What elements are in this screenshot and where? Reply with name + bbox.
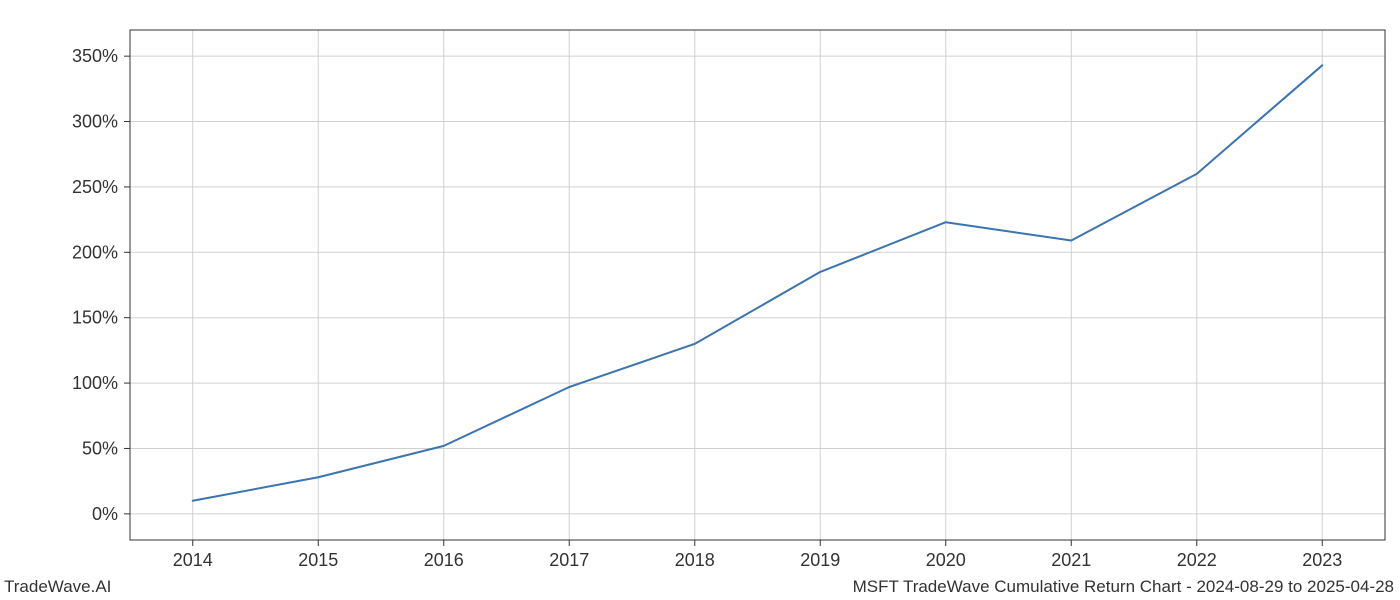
y-tick-label: 0% [92, 504, 118, 524]
y-tick-label: 50% [82, 438, 118, 458]
x-tick-label: 2015 [298, 550, 338, 570]
y-tick-label: 250% [72, 177, 118, 197]
x-tick-label: 2014 [173, 550, 213, 570]
x-tick-label: 2017 [549, 550, 589, 570]
x-tick-label: 2022 [1177, 550, 1217, 570]
footer-right-label: MSFT TradeWave Cumulative Return Chart -… [853, 577, 1394, 596]
x-tick-label: 2023 [1302, 550, 1342, 570]
y-tick-label: 200% [72, 242, 118, 262]
x-tick-label: 2018 [675, 550, 715, 570]
y-tick-label: 100% [72, 373, 118, 393]
footer-left-label: TradeWave.AI [4, 577, 111, 596]
x-tick-label: 2019 [800, 550, 840, 570]
y-tick-label: 150% [72, 308, 118, 328]
line-chart: 2014 2015 2016 2017 2018 2019 2020 2021 2022 2023… [0, 0, 1400, 600]
x-tick-label: 2020 [926, 550, 966, 570]
y-tick-label: 300% [72, 112, 118, 132]
x-tick-label: 2021 [1051, 550, 1091, 570]
y-tick-label: 350% [72, 46, 118, 66]
x-tick-label: 2016 [424, 550, 464, 570]
chart-container: 2014 2015 2016 2017 2018 2019 2020 2021 2022 2023… [0, 0, 1400, 600]
